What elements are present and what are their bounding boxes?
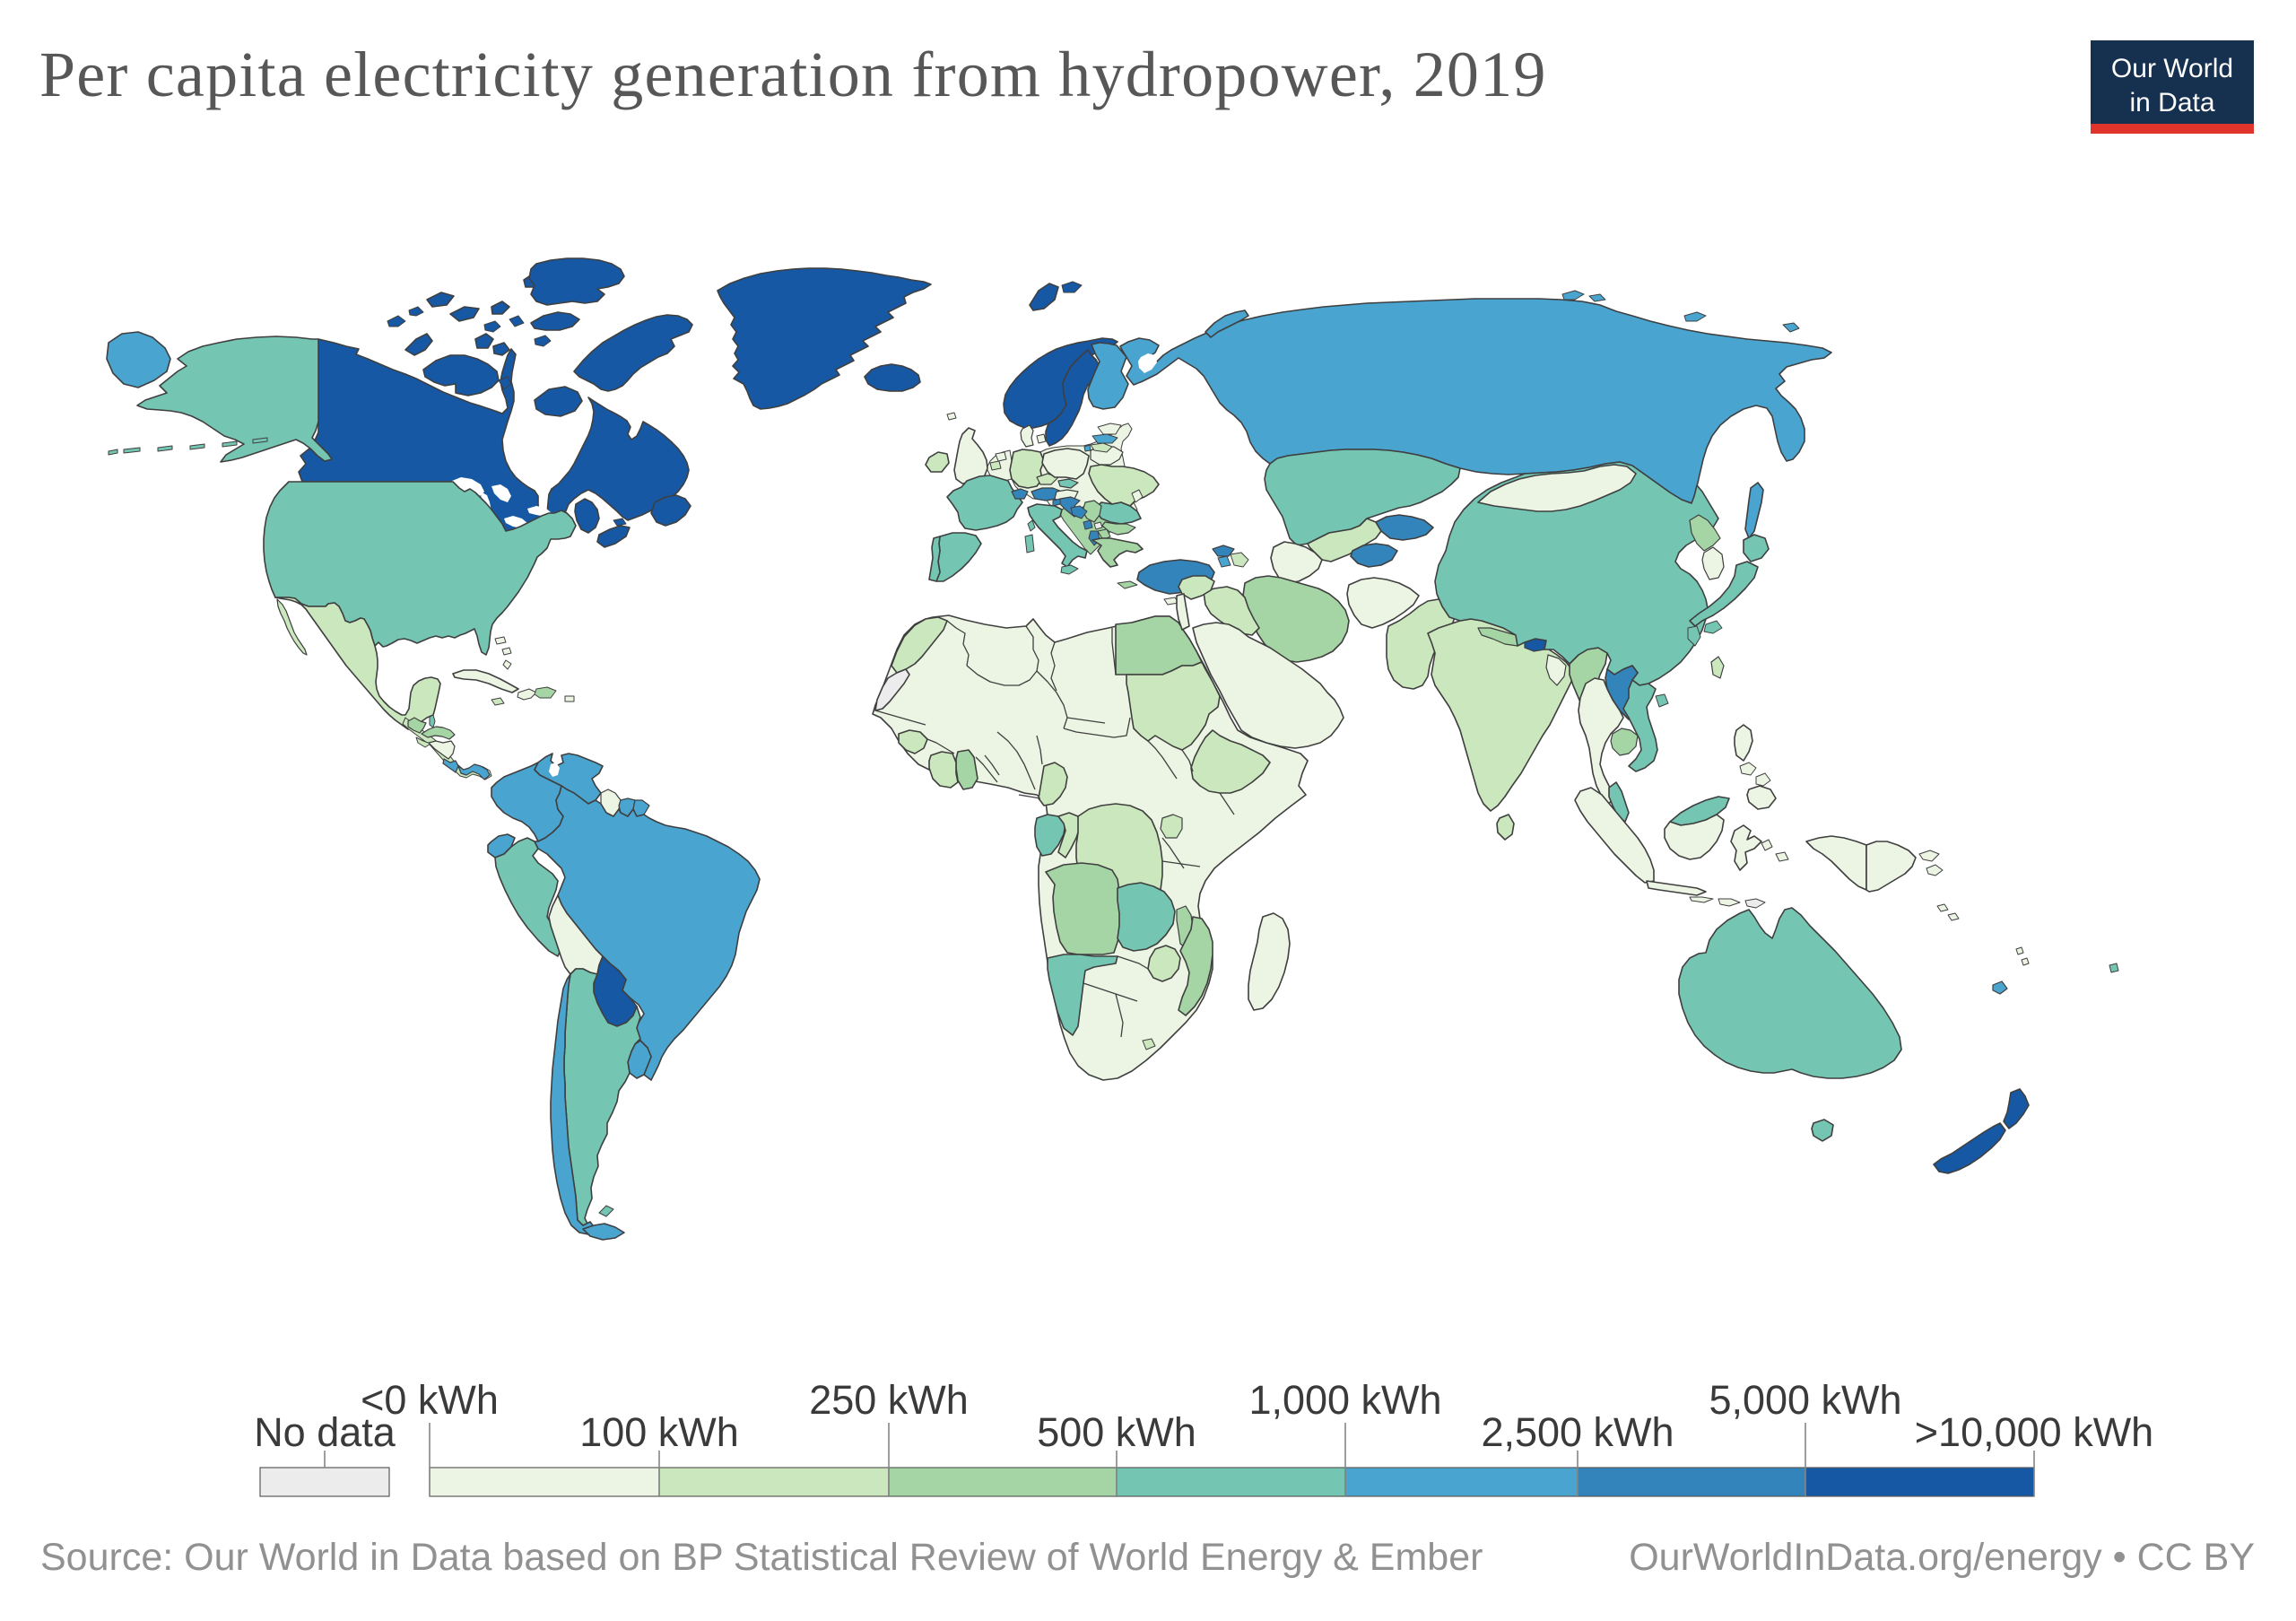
svg-text:<0 kWh: <0 kWh xyxy=(361,1377,499,1423)
svg-text:No data: No data xyxy=(254,1409,396,1455)
svg-text:250 kWh: 250 kWh xyxy=(809,1377,969,1423)
svg-text:5,000 kWh: 5,000 kWh xyxy=(1709,1377,1901,1423)
svg-text:2,500 kWh: 2,500 kWh xyxy=(1481,1409,1674,1455)
svg-text:500 kWh: 500 kWh xyxy=(1037,1409,1196,1455)
svg-text:100 kWh: 100 kWh xyxy=(579,1409,739,1455)
svg-text:1,000 kWh: 1,000 kWh xyxy=(1248,1377,1441,1423)
svg-text:>10,000 kWh: >10,000 kWh xyxy=(1915,1409,2153,1455)
